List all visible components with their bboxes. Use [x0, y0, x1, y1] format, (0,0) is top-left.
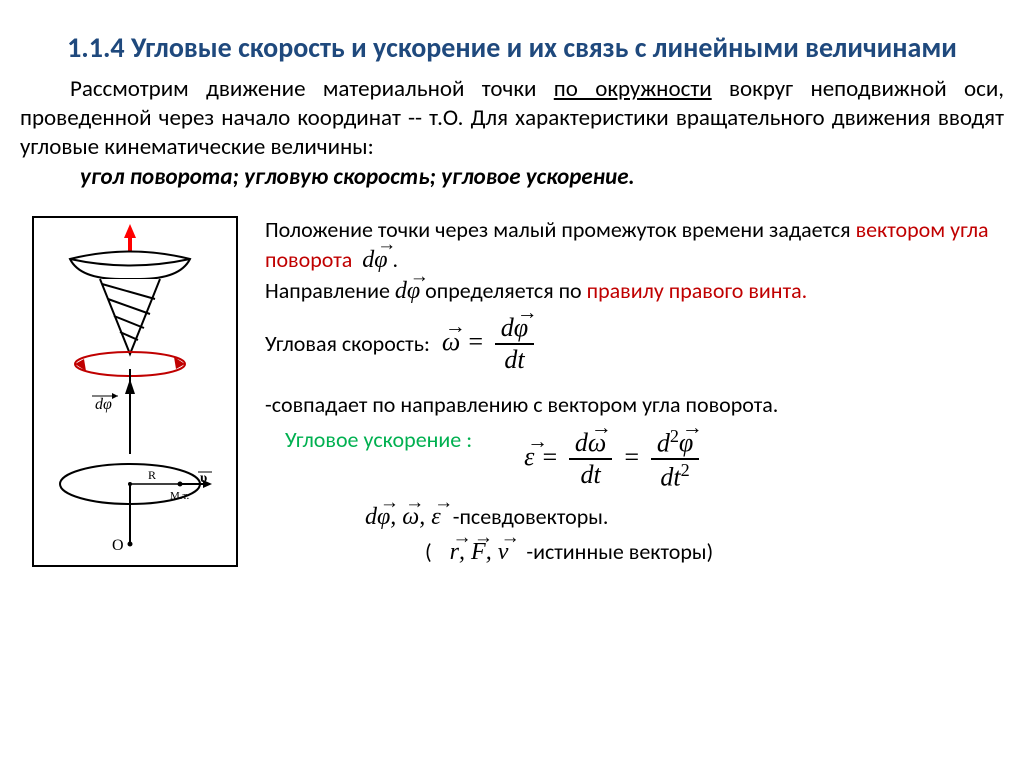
- omega-formula: ω = dφdt: [442, 313, 538, 375]
- screw-diagram-box: dφ R М.т. υ: [32, 216, 238, 567]
- dt2: dt2: [651, 460, 699, 493]
- eps-formula: ε = dωdt = d2φdt2: [524, 426, 703, 493]
- r5: Угловое ускорение :: [285, 426, 472, 455]
- bottom-pseudovector: dφ, ω, ε -псевдовекторы. ( r, F, v -исти…: [365, 503, 1004, 566]
- paragraph-1: Рассмотрим движение материальной точки п…: [20, 75, 1004, 161]
- slide-title: 1.1.4 Угловые скорость и ускорение и их …: [20, 30, 1004, 65]
- dphi-vec-1: ddφφ: [362, 247, 387, 273]
- r7a: (: [425, 538, 432, 567]
- line-position: Положение точки через малый промежуток в…: [265, 216, 1004, 276]
- truevec-list: r, F, v: [444, 539, 515, 566]
- diagram-column: dφ R М.т. υ: [20, 216, 250, 567]
- r3: Угловая скорость:: [265, 330, 430, 359]
- dt-2: dt: [569, 460, 612, 490]
- svg-text:М.т.: М.т.: [170, 490, 190, 502]
- pseudovec-list: dφ, ω, ε: [365, 504, 441, 531]
- p1-underline: по окружности: [554, 75, 712, 103]
- r2b: определяется по: [420, 277, 586, 304]
- line-direction: Направление dφ определяется по правилу п…: [265, 276, 1004, 307]
- eps-sym: ε: [524, 442, 534, 472]
- r1a: Положение точки через малый промежуток в…: [265, 216, 856, 243]
- omega-row: Угловая скорость: ω = dφdt: [265, 313, 1004, 375]
- equals-3: =: [623, 442, 641, 471]
- dt-1: dt: [495, 345, 534, 375]
- r4-line: -совпадает по направлению с вектором угл…: [265, 391, 1004, 420]
- r4: -совпадает по направлению с вектором угл…: [265, 391, 778, 418]
- two-column-area: dφ R М.т. υ: [20, 216, 1004, 567]
- slide-page: 1.1.4 Угловые скорость и ускорение и их …: [0, 0, 1024, 587]
- text-column: Положение точки через малый промежуток в…: [265, 216, 1004, 567]
- svg-text:dφ: dφ: [95, 396, 112, 413]
- p1-a: Рассмотрим движение материальной точки: [70, 75, 554, 103]
- r2a: Направление: [265, 277, 395, 304]
- omega-sym: ω: [442, 327, 460, 357]
- r7b: -истинные векторы): [526, 538, 713, 567]
- r2c: правилу правого винта.: [587, 277, 808, 304]
- svg-text:R: R: [148, 468, 156, 482]
- svg-text:О: О: [112, 537, 124, 554]
- svg-text:υ: υ: [200, 471, 207, 486]
- screw-diagram-svg: dφ R М.т. υ: [40, 224, 220, 554]
- dphi-vec-2: dφ: [395, 278, 420, 304]
- equals-1: =: [467, 327, 485, 356]
- kinematic-list: угол поворота; угловую скорость; угловое…: [20, 163, 1004, 191]
- eps-row: Угловое ускорение : ε = dωdt = d2φdt2: [265, 426, 1004, 493]
